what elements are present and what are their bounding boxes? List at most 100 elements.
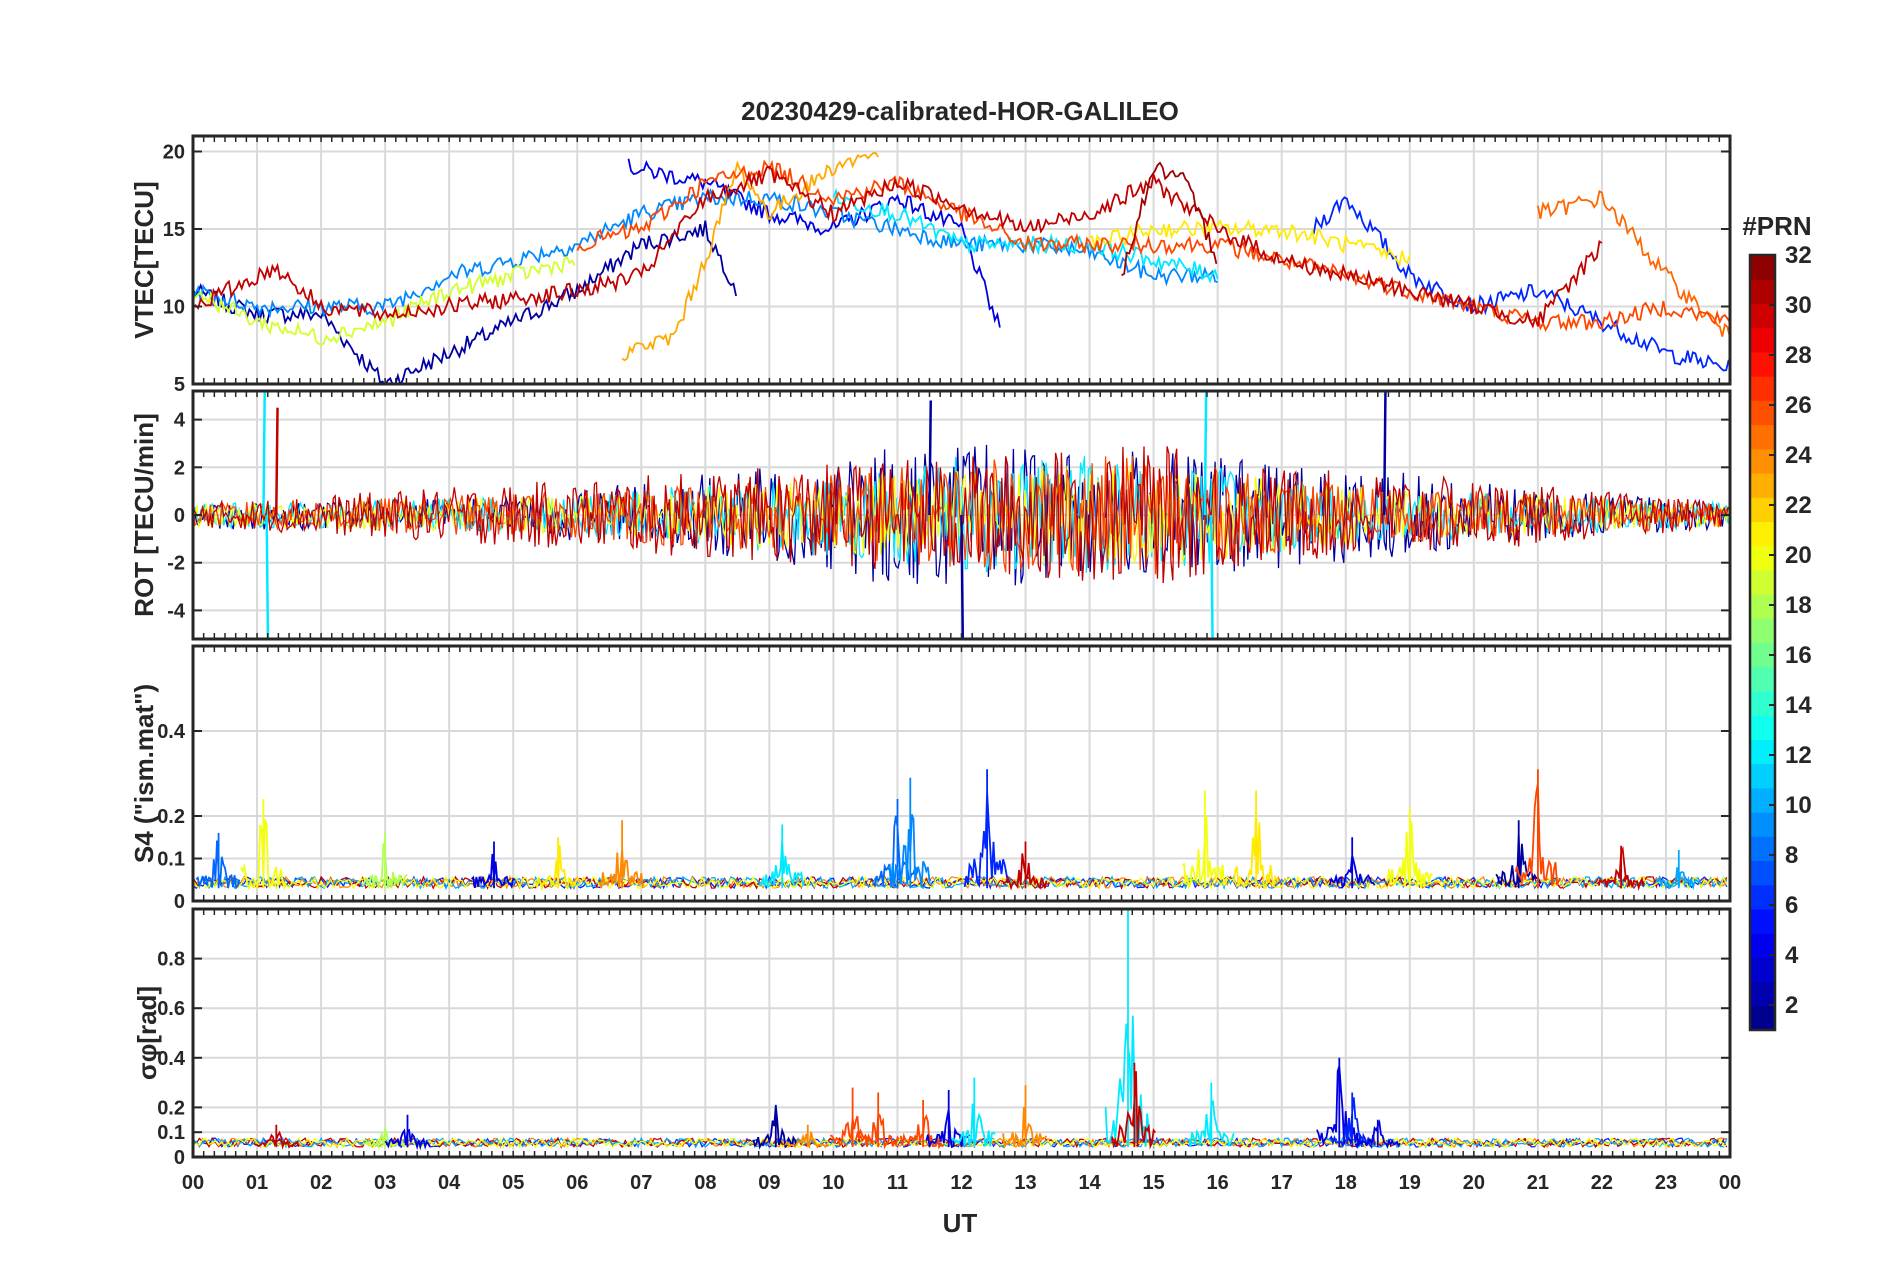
colorbar-segment	[1750, 279, 1775, 305]
vtec-series-prn-23	[621, 152, 879, 362]
peak-prn-20	[240, 799, 287, 891]
x-tick-label: 21	[1527, 1172, 1549, 1194]
colorbar-segment	[1750, 957, 1775, 983]
peak-prn-12	[1104, 909, 1150, 1148]
rot-spike	[265, 514, 270, 639]
colorbar-segment	[1750, 448, 1775, 474]
colorbar-segment	[1750, 1005, 1775, 1031]
colorbar-tick-label: 12	[1785, 742, 1812, 769]
colorbar-tick-label: 32	[1785, 242, 1812, 269]
peak-prn-4	[1354, 1119, 1401, 1150]
vtec-series-prn-21	[1089, 219, 1411, 268]
peak-prn-8	[874, 799, 920, 889]
peak-prn-30	[1597, 845, 1645, 891]
panel-data	[193, 769, 1728, 892]
x-tick-label: 22	[1591, 1172, 1613, 1194]
panel-data	[193, 909, 1728, 1151]
peak-prn-20	[1386, 807, 1433, 889]
colorbar-tick-label: 28	[1785, 342, 1812, 369]
colorbar-tick-label: 24	[1785, 442, 1812, 469]
rot-spike	[928, 400, 933, 516]
x-tick-label: 11	[887, 1172, 908, 1194]
y-tick-label: 0.2	[157, 1097, 185, 1119]
colorbar-segment	[1750, 376, 1775, 401]
x-tick-label: 00	[1719, 1172, 1741, 1194]
colorbar-segment	[1750, 618, 1775, 644]
x-tick-label: 08	[694, 1172, 716, 1194]
peak-prn-4	[470, 841, 516, 889]
peak-prn-21	[1232, 790, 1280, 889]
peak-prn-30	[1002, 841, 1048, 891]
colorbar-tick-label: 20	[1785, 542, 1812, 569]
panel-data	[193, 391, 1729, 639]
peak-prn-12	[951, 1077, 996, 1148]
colorbar-segment	[1750, 521, 1775, 547]
colorbar-segment	[1750, 497, 1775, 523]
rot-spike	[1382, 391, 1387, 516]
x-tick-label: 01	[246, 1172, 268, 1194]
x-tick-label: 15	[1143, 1172, 1165, 1194]
peak-prn-8	[195, 833, 241, 890]
y-tick-label: 0.8	[157, 949, 185, 971]
peak-prn-2	[752, 1104, 798, 1150]
x-tick-label: 23	[1655, 1172, 1677, 1194]
peak-prn-4	[384, 1114, 431, 1151]
x-tick-label: 16	[1207, 1172, 1229, 1194]
panel-data	[193, 152, 1730, 384]
y-tick-label: -4	[167, 600, 186, 622]
vtec-series-prn-6	[1312, 196, 1730, 372]
rot-spike	[1203, 391, 1208, 516]
x-tick-label: 00	[182, 1172, 204, 1194]
colorbar-tick-label: 2	[1785, 992, 1798, 1019]
colorbar-segment	[1750, 666, 1775, 692]
x-tick-label: 05	[502, 1172, 524, 1194]
colorbar-segment	[1750, 545, 1775, 571]
colorbar-tick-label: 4	[1785, 942, 1799, 969]
colorbar-segment	[1750, 569, 1775, 595]
y-tick-label: 0.1	[157, 1122, 185, 1144]
colorbar-segment	[1750, 836, 1775, 862]
colorbar-segment	[1750, 690, 1775, 716]
x-tick-label: 17	[1271, 1172, 1293, 1194]
panel-2: -4 -2 0 2 4 ROT [TECU/min]	[129, 389, 1732, 641]
colorbar-tick-label: 16	[1785, 642, 1812, 669]
colorbar-tick-label: 26	[1785, 392, 1812, 419]
colorbar-segment	[1750, 739, 1775, 765]
colorbar-tick-label: 8	[1785, 842, 1798, 869]
colorbar-segment	[1750, 255, 1775, 280]
peak-prn-21	[534, 837, 580, 892]
x-axis-title: UT	[943, 1208, 978, 1238]
y-axis-title: VTEC[TECU]	[129, 181, 159, 338]
rot-spike	[262, 391, 266, 516]
colorbar-segment	[1750, 327, 1775, 353]
y-tick-label: 0	[174, 505, 185, 527]
colorbar-tick-label: 22	[1785, 492, 1812, 519]
noise-series-prn-10	[193, 875, 1728, 890]
noise-series-prn-20	[193, 874, 1728, 891]
y-tick-label: 0.2	[157, 806, 185, 828]
x-tick-label: 14	[1078, 1172, 1101, 1194]
vtec-series-prn-26	[576, 159, 1730, 332]
vtec-series-prn-2	[193, 220, 737, 384]
x-tick-label: 02	[310, 1172, 332, 1194]
peak-prn-4	[925, 1090, 971, 1149]
colorbar-tick-label: 18	[1785, 592, 1812, 619]
x-tick-label: 13	[1014, 1172, 1036, 1194]
x-tick-label: 06	[566, 1172, 588, 1194]
peak-prn-9	[887, 777, 932, 889]
peak-prn-24	[598, 820, 644, 889]
peak-prn-4	[1316, 1057, 1363, 1148]
panel-4: 0 0.1 0.2 0.4 0.6 0.8 σφ[rad]	[132, 907, 1732, 1169]
colorbar-segment	[1750, 472, 1775, 498]
y-tick-label: 15	[163, 219, 185, 241]
y-tick-label: 0	[174, 891, 185, 913]
y-tick-label: -2	[167, 553, 185, 575]
colorbar-title: #PRN	[1742, 211, 1811, 241]
vtec-series-prn-31	[1121, 161, 1218, 277]
vtec-series-prn-19	[193, 255, 576, 346]
peak-prn-4	[1328, 837, 1376, 890]
peak-prn-26	[854, 1092, 900, 1150]
colorbar-segment	[1750, 351, 1775, 377]
